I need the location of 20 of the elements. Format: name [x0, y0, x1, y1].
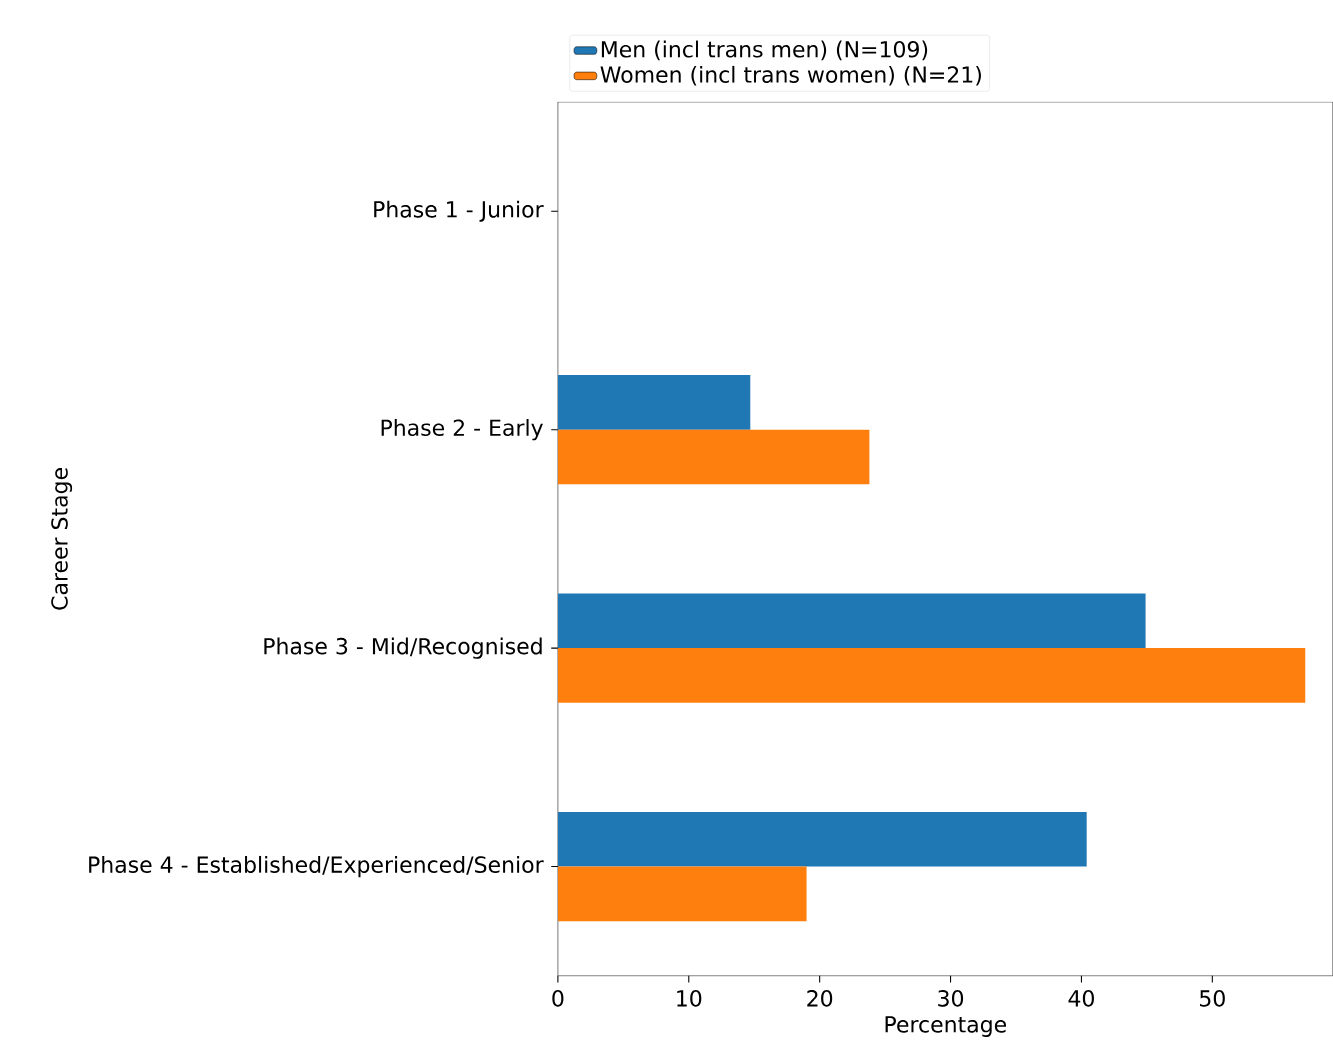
legend-label: Women (incl trans women) (N=21) — [600, 66, 981, 86]
y-tick-label: Phase 3 - Mid/Recognised — [264, 637, 542, 659]
bar — [557, 429, 870, 485]
bar — [557, 375, 751, 430]
x-tick-label: 10 — [677, 990, 702, 1007]
bar — [557, 812, 1087, 867]
bar — [557, 593, 1146, 649]
y-axis-title: Career Stage — [51, 468, 73, 610]
x-tick-label: 50 — [1200, 990, 1225, 1007]
x-tick-label: 40 — [1068, 990, 1094, 1007]
x-tick-label: 30 — [938, 990, 964, 1007]
x-tick-label: 0 — [552, 990, 564, 1007]
legend-label: Men (incl trans men) (N=109) — [601, 40, 928, 61]
x-tick-label: 20 — [807, 990, 833, 1007]
y-tick-label: Phase 2 - Early — [381, 419, 543, 441]
bar — [557, 866, 807, 922]
bar — [557, 648, 1306, 703]
x-axis-title: Percentage — [885, 1016, 1007, 1038]
y-tick-label: Phase 4 - Established/Experienced/Senior — [89, 856, 544, 878]
y-tick-label: Phase 1 - Junior — [374, 200, 544, 222]
